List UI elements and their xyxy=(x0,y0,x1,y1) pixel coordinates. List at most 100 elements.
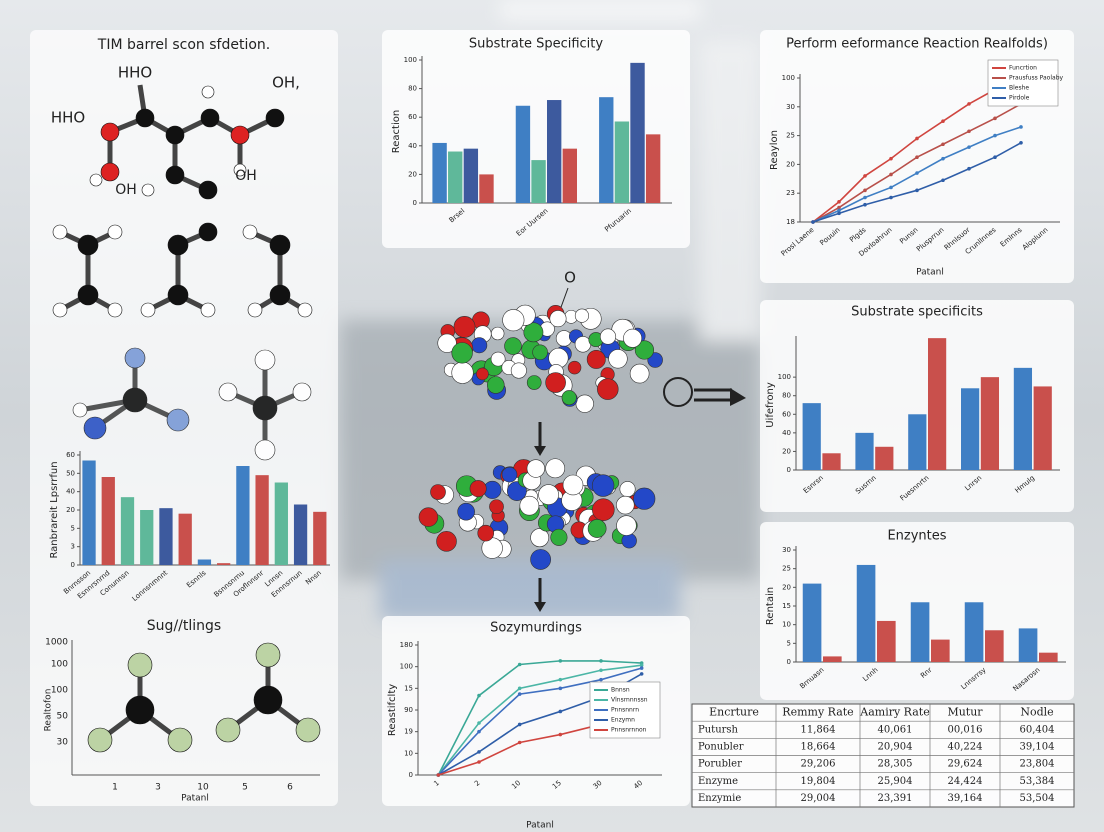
atom xyxy=(437,333,457,353)
atom xyxy=(198,180,218,200)
panel xyxy=(382,616,690,806)
legend-label: Pnnsnnrn xyxy=(611,707,639,714)
atom xyxy=(166,408,190,432)
atom xyxy=(616,515,637,536)
bar xyxy=(463,148,479,203)
y-axis-label: Ranbrareit Lpsrrfun xyxy=(49,461,60,558)
table-cell: 24,424 xyxy=(948,776,983,787)
legend-label: Pnnsnrnnon xyxy=(611,727,647,734)
table-header: Encrture xyxy=(709,706,759,719)
atom xyxy=(436,531,457,552)
bar xyxy=(217,563,231,565)
table-cell: 18,664 xyxy=(801,741,836,752)
atom xyxy=(297,302,313,318)
atom xyxy=(526,459,545,478)
y-tick-label: 0 xyxy=(409,771,413,779)
y-axis-label: Rentain xyxy=(765,587,776,625)
legend-label: Enzymn xyxy=(611,717,635,724)
table-cell: 53,504 xyxy=(1020,793,1055,804)
x-axis-label: Patanl xyxy=(181,794,209,804)
table-cell: 23,804 xyxy=(1020,759,1055,770)
atom xyxy=(490,351,506,367)
table-cell: 20,904 xyxy=(878,741,913,752)
y-tick-label: 10 xyxy=(404,749,413,757)
y-tick-label: 100 xyxy=(51,660,68,670)
y-tick-label: 10 xyxy=(782,621,791,629)
y-tick-label: 5 xyxy=(71,524,75,532)
bar xyxy=(877,620,896,662)
bar xyxy=(432,142,447,203)
chart-title: Sozymurdings xyxy=(490,621,582,636)
atom-label: HHO xyxy=(118,64,152,82)
atom xyxy=(269,234,291,256)
atom xyxy=(140,302,156,318)
legend-label: Bnnsn xyxy=(611,687,630,694)
atom xyxy=(135,108,155,128)
bar xyxy=(1033,386,1052,470)
y-tick-label: 30 xyxy=(57,738,69,748)
y-axis-label: Reastifclty xyxy=(387,684,398,736)
table-header: Remmy Rate xyxy=(782,706,853,719)
arrows xyxy=(534,377,746,612)
y-tick-label: 15 xyxy=(404,684,413,692)
y-tick-label: 30 xyxy=(782,546,791,554)
atom xyxy=(597,378,619,400)
y-tick-label: 15 xyxy=(782,602,791,610)
atom xyxy=(634,340,655,360)
atom xyxy=(247,302,263,318)
line xyxy=(812,77,1022,223)
line xyxy=(812,126,1022,223)
atom xyxy=(252,395,278,421)
table-header: Mutur xyxy=(947,706,983,719)
atom xyxy=(451,361,474,384)
y-tick-label: 100 xyxy=(400,663,413,671)
atom xyxy=(165,165,185,185)
atom xyxy=(167,234,189,256)
atom xyxy=(254,349,276,371)
y-tick-label: 20 xyxy=(782,583,791,591)
atom xyxy=(242,224,258,240)
y-tick-label: 20 xyxy=(782,447,791,455)
table-cell: Enzymie xyxy=(698,793,741,804)
bar xyxy=(479,174,494,203)
x-tick-label: 1 xyxy=(112,783,118,793)
bar xyxy=(293,504,308,565)
x-tick-label: 5 xyxy=(242,783,248,793)
y-tick-label: 23 xyxy=(786,189,795,197)
atom xyxy=(633,487,656,510)
atom xyxy=(167,727,193,753)
y-tick-label: 1000 xyxy=(45,638,68,648)
atom xyxy=(83,416,107,440)
atom xyxy=(125,695,155,725)
y-tick-label: 100 xyxy=(778,373,791,381)
atom xyxy=(629,363,650,384)
table-cell: 19,804 xyxy=(801,776,836,787)
table-cell: 29,206 xyxy=(801,759,836,770)
atom xyxy=(608,349,628,369)
arrowhead xyxy=(534,446,546,456)
protein xyxy=(418,304,663,570)
bar xyxy=(856,564,876,662)
legend-label: Bleshe xyxy=(1009,85,1029,92)
bar xyxy=(140,510,154,565)
atom xyxy=(453,315,476,338)
legend-label: Pirdole xyxy=(1009,95,1030,102)
table-cell: Porubler xyxy=(698,759,742,770)
atom xyxy=(545,458,566,479)
table-cell: 23,391 xyxy=(878,793,913,804)
y-tick-label: 90 xyxy=(404,706,413,714)
y-tick-label: 50 xyxy=(57,712,69,722)
table-cell: Putursh xyxy=(698,724,739,735)
atom xyxy=(253,685,283,715)
chart-title: Enzyntes xyxy=(887,529,946,544)
table-cell: 60,404 xyxy=(1020,724,1055,735)
y-tick-label: 80 xyxy=(782,392,791,400)
table-header: Aamiry Rate xyxy=(859,706,929,719)
atom-label: HHO xyxy=(51,109,85,127)
light xyxy=(500,0,700,20)
table-cell: 11,864 xyxy=(801,724,836,735)
y-tick-label: 3 xyxy=(71,543,75,551)
x-axis-label: Patanl xyxy=(526,821,554,831)
atom xyxy=(567,360,582,375)
